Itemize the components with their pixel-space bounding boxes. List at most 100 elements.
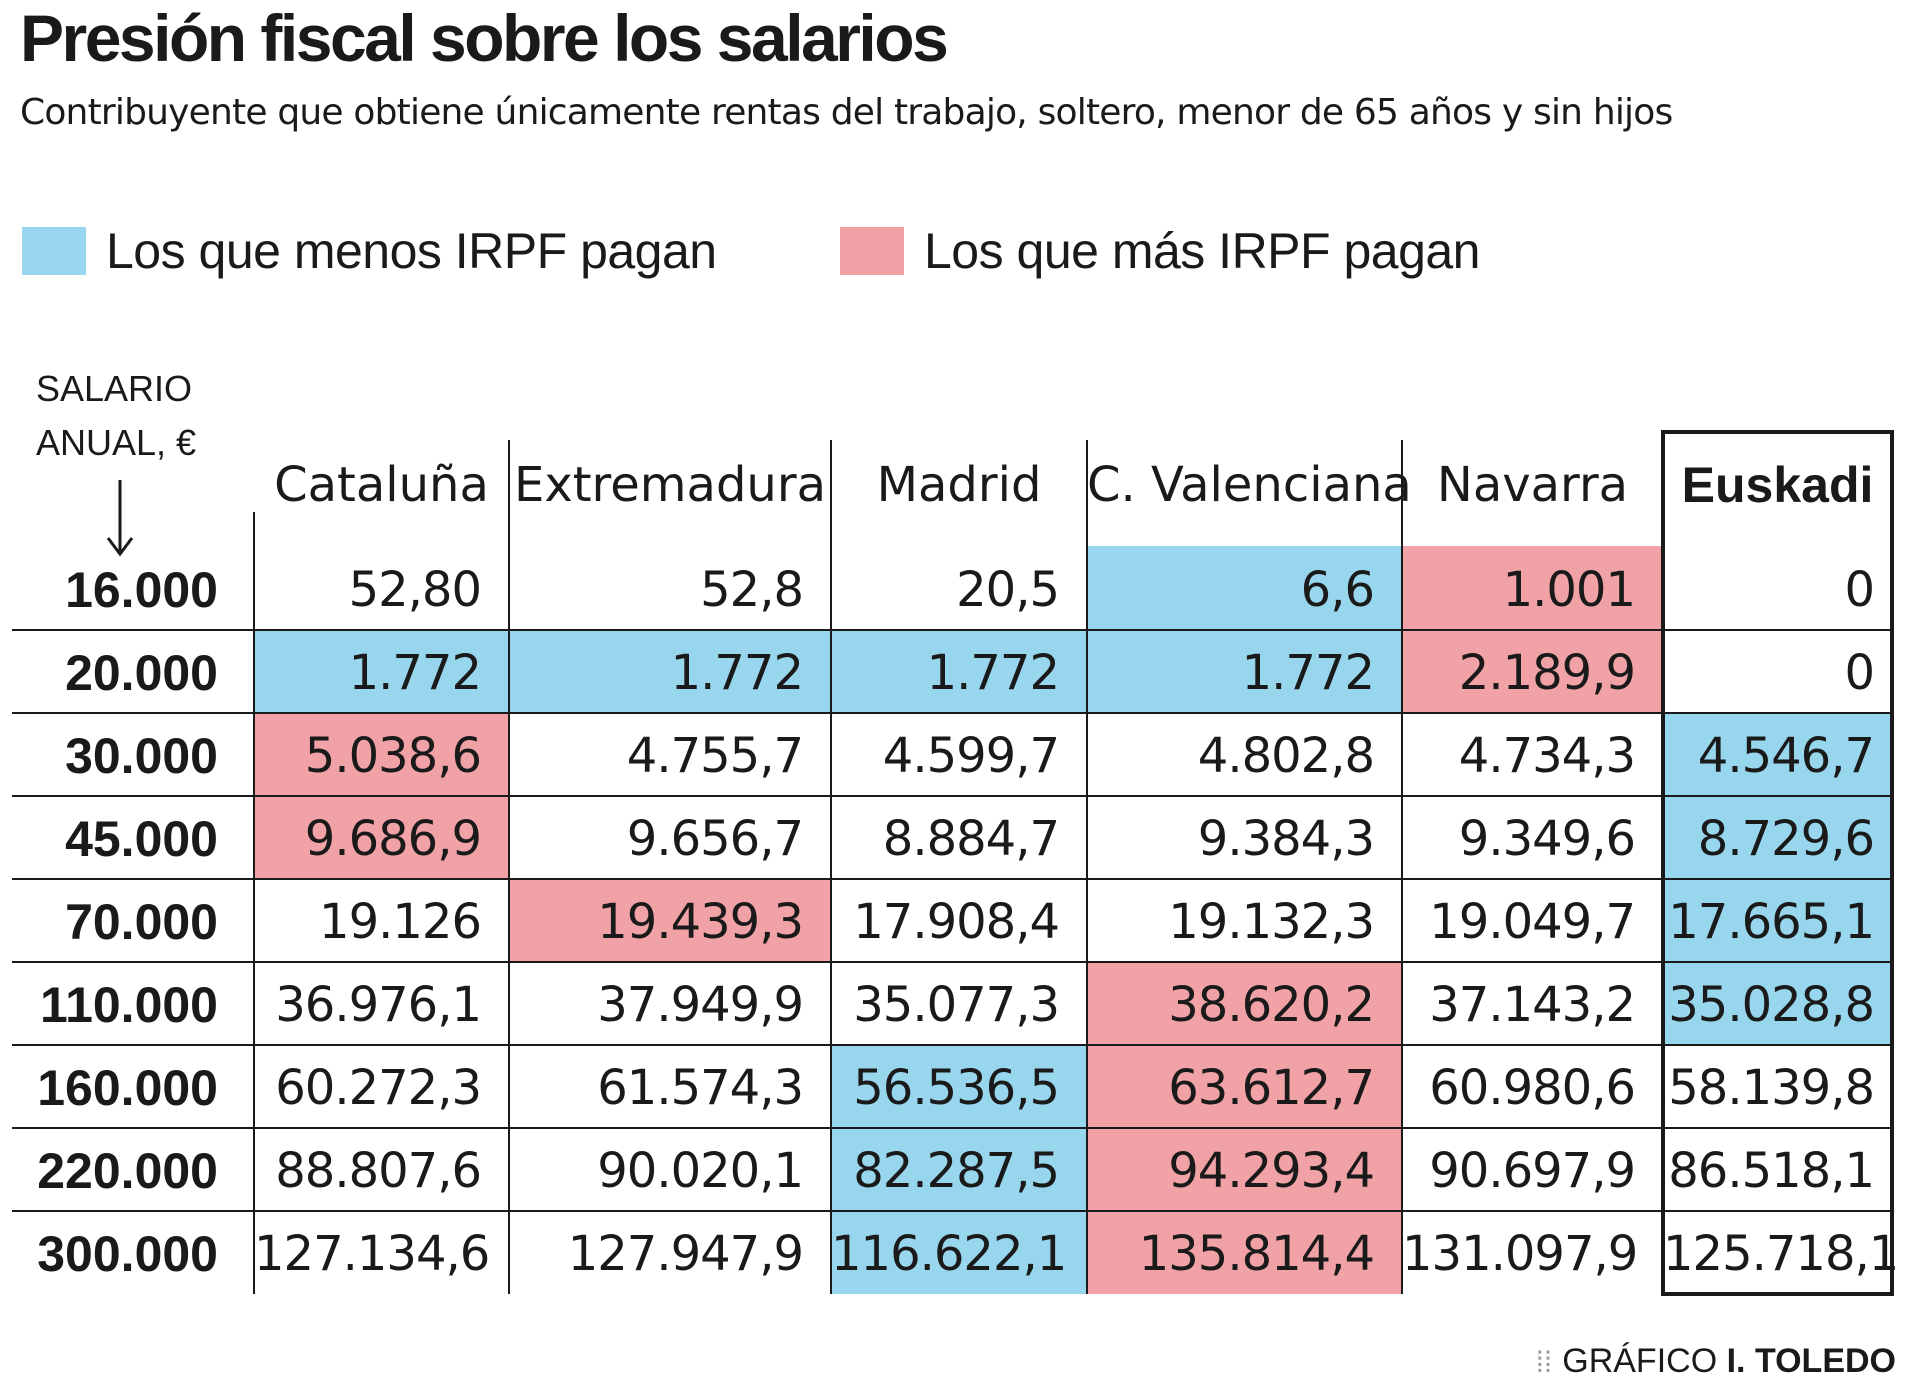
- table-cell: 20,5: [956, 562, 1060, 618]
- table-cell: 1.772: [926, 645, 1060, 701]
- salary-label: 110.000: [40, 977, 218, 1033]
- table-cell: 52,8: [700, 562, 804, 618]
- salary-label: 300.000: [37, 1226, 218, 1282]
- column-header: Euskadi: [1681, 457, 1874, 513]
- table-cell: 4.734,3: [1458, 728, 1636, 784]
- cell-highlight-max: [1087, 1044, 1402, 1128]
- table-cell: 19.126: [319, 894, 482, 950]
- table-cell: 63.612,7: [1168, 1060, 1375, 1116]
- salary-label: 70.000: [65, 894, 218, 950]
- table-cell: 6,6: [1300, 562, 1375, 618]
- legend-label-min: Los que menos IRPF pagan: [106, 223, 717, 279]
- legend-item-min: Los que menos IRPF pagan: [22, 222, 717, 280]
- column-header: Cataluña: [274, 457, 489, 513]
- table-cell: 1.772: [348, 645, 482, 701]
- table-cell: 5.038,6: [304, 728, 482, 784]
- table-cell: 61.574,3: [597, 1060, 804, 1116]
- cell-highlight-max: [509, 878, 831, 962]
- table-cell: 0: [1844, 562, 1875, 618]
- cell-highlight-min: [1663, 961, 1892, 1045]
- salary-header-line-1: SALARIO: [36, 368, 193, 409]
- table-cell: 0: [1844, 645, 1875, 701]
- table-cell: 116.622,1: [831, 1226, 1067, 1282]
- table-cell: 19.439,3: [597, 894, 804, 950]
- table-cell: 19.132,3: [1168, 894, 1375, 950]
- cell-highlight-min: [1663, 712, 1892, 796]
- cell-highlight-min: [831, 1127, 1087, 1211]
- table-cell: 9.656,7: [626, 811, 804, 867]
- chart-subtitle: Contribuyente que obtiene únicamente ren…: [20, 92, 1673, 133]
- cell-highlight-min: [831, 1044, 1087, 1128]
- table-cell: 9.349,6: [1458, 811, 1636, 867]
- table-cell: 94.293,4: [1168, 1143, 1375, 1199]
- table-cell: 90.020,1: [597, 1143, 804, 1199]
- table-cell: 19.049,7: [1429, 894, 1636, 950]
- table-cell: 86.518,1: [1668, 1143, 1875, 1199]
- cell-highlight-min: [831, 1210, 1087, 1294]
- table-cell: 4.802,8: [1197, 728, 1375, 784]
- table-cell: 4.599,7: [882, 728, 1060, 784]
- table-cell: 35.028,8: [1668, 977, 1875, 1033]
- cell-highlight-min: [1663, 795, 1892, 879]
- table-cell: 37.143,2: [1429, 977, 1636, 1033]
- table-cell: 52,80: [348, 562, 482, 618]
- salary-label: 160.000: [37, 1060, 218, 1116]
- cell-highlight-min: [831, 629, 1087, 713]
- table-cell: 37.949,9: [597, 977, 804, 1033]
- table-cell: 9.384,3: [1197, 811, 1375, 867]
- salary-column-header: SALARIO ANUAL, €: [36, 362, 196, 470]
- table-cell: 135.814,4: [1138, 1226, 1375, 1282]
- table-cell: 8.884,7: [882, 811, 1060, 867]
- table-cell: 17.908,4: [853, 894, 1060, 950]
- legend-label-max: Los que más IRPF pagan: [924, 223, 1481, 279]
- table-cell: 60.272,3: [275, 1060, 482, 1116]
- table-cell: 82.287,5: [853, 1143, 1060, 1199]
- cell-highlight-max: [1087, 1127, 1402, 1211]
- salary-label: 16.000: [65, 562, 218, 618]
- table-cell: 36.976,1: [275, 977, 482, 1033]
- salary-label: 220.000: [37, 1143, 218, 1199]
- highlighted-column-frame: [1661, 430, 1894, 1296]
- legend-swatch-max: [840, 227, 904, 275]
- column-header: Madrid: [876, 457, 1042, 513]
- table-cell: 9.686,9: [304, 811, 482, 867]
- cell-highlight-min: [1087, 629, 1402, 713]
- salary-header-line-2: ANUAL, €: [36, 422, 197, 463]
- table-cell: 2.189,9: [1458, 645, 1636, 701]
- legend-swatch-min: [22, 227, 86, 275]
- credit-author: I. TOLEDO: [1726, 1342, 1896, 1380]
- cell-highlight-min: [509, 629, 831, 713]
- table-cell: 1.001: [1502, 562, 1636, 618]
- legend-item-max: Los que más IRPF pagan: [840, 222, 1481, 280]
- column-header: Navarra: [1436, 457, 1629, 513]
- cell-highlight-max: [254, 712, 509, 796]
- column-header: Extremadura: [514, 457, 826, 513]
- credit-dots-icon: ⁞⁞: [1535, 1346, 1553, 1379]
- salary-label: 30.000: [65, 728, 218, 784]
- table-cell: 58.139,8: [1668, 1060, 1875, 1116]
- table-cell: 127.947,9: [567, 1226, 804, 1282]
- table-cell: 38.620,2: [1168, 977, 1375, 1033]
- table-cell: 90.697,9: [1429, 1143, 1636, 1199]
- cell-highlight-max: [1087, 1210, 1402, 1294]
- cell-highlight-max: [1087, 961, 1402, 1045]
- cell-highlight-max: [1402, 629, 1663, 713]
- table-cell: 125.718,1: [1663, 1226, 1899, 1282]
- salary-label: 20.000: [65, 645, 218, 701]
- table-cell: 8.729,6: [1697, 811, 1875, 867]
- salary-label: 45.000: [65, 811, 218, 867]
- cell-highlight-min: [254, 629, 509, 713]
- graphic-credit: ⁞⁞ GRÁFICO I. TOLEDO: [1536, 1336, 1896, 1386]
- cell-highlight-max: [254, 795, 509, 879]
- table-cell: 17.665,1: [1668, 894, 1875, 950]
- table-cell: 4.546,7: [1697, 728, 1875, 784]
- cell-highlight-min: [1663, 878, 1892, 962]
- column-header: C. Valenciana: [1087, 457, 1412, 513]
- cell-highlight-max: [1402, 546, 1663, 630]
- cell-highlight-min: [1087, 546, 1402, 630]
- credit-prefix: GRÁFICO: [1562, 1342, 1718, 1380]
- table-cell: 56.536,5: [853, 1060, 1060, 1116]
- chart-title: Presión fiscal sobre los salarios: [20, 1, 949, 75]
- table-cell: 88.807,6: [275, 1143, 482, 1199]
